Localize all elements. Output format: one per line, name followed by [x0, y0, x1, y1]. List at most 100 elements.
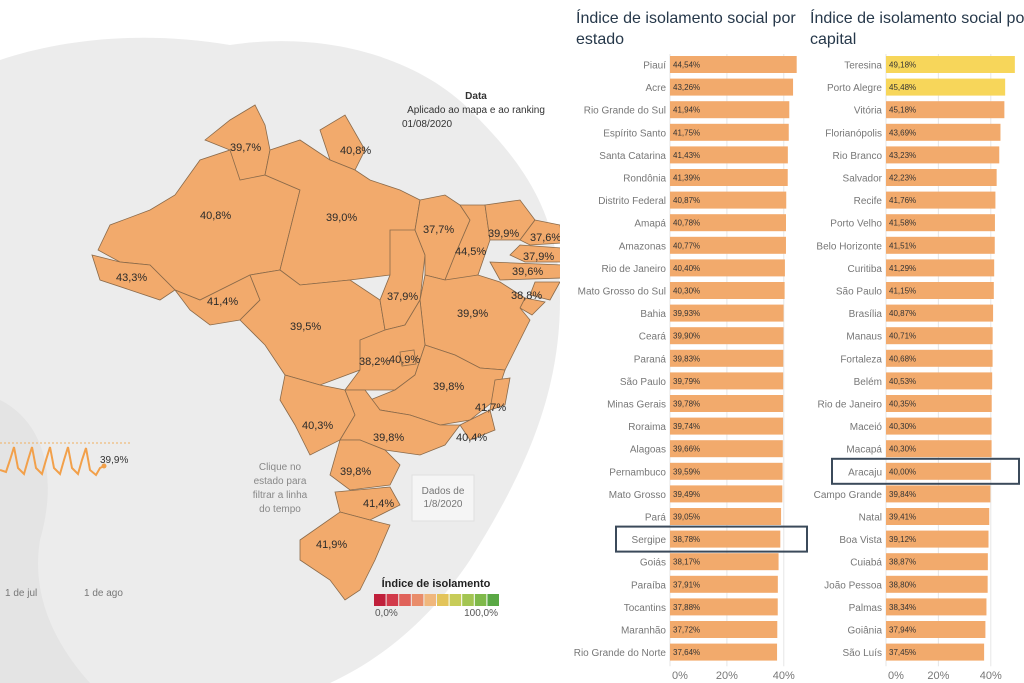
data-label: 37,88% — [673, 603, 700, 612]
state-espirito-santo[interactable] — [489, 377, 511, 411]
category-label: Campo Grande — [814, 490, 883, 501]
data-note-line-1: Dados de — [422, 486, 465, 497]
label-rio-grande-do-sul: 41,9% — [316, 539, 347, 551]
category-label: Amazonas — [619, 241, 666, 252]
data-label: 40,77% — [673, 241, 700, 250]
data-label: 40,71% — [889, 332, 916, 341]
data-label: 38,80% — [889, 580, 916, 589]
brazil-map: 39,7% 40,8% 40,8% 39,0% 43,3% 37,7% 39,9… — [0, 37, 560, 683]
state-acre[interactable] — [91, 254, 176, 301]
x-tick-label: 0% — [888, 670, 904, 682]
bar — [670, 259, 785, 277]
category-label: Bahia — [640, 309, 666, 320]
states-group — [91, 104, 560, 601]
state-paraiba[interactable] — [509, 244, 560, 263]
data-label: 39,84% — [889, 490, 916, 499]
legend-swatch — [399, 594, 411, 606]
category-label: Porto Velho — [830, 219, 882, 230]
bar — [886, 236, 995, 254]
data-label: 40,78% — [673, 219, 700, 228]
data-label: 37,91% — [673, 580, 700, 589]
label-amapa: 40,8% — [340, 145, 371, 157]
x-tick-label: 40% — [980, 670, 1002, 682]
label-mato-grosso-do-sul: 40,3% — [302, 420, 333, 432]
bar — [670, 214, 786, 232]
bar — [670, 372, 784, 390]
label-sao-paulo: 39,8% — [373, 432, 404, 444]
bar — [886, 530, 989, 548]
legend-swatch — [462, 594, 474, 606]
category-label: Fortaleza — [840, 354, 882, 365]
bar — [886, 78, 1006, 96]
bar — [670, 146, 788, 164]
state-amapa[interactable] — [319, 114, 366, 171]
click-note-line-1: Clique no — [259, 462, 302, 473]
category-label: João Pessoa — [824, 580, 882, 591]
state-rio-grande-do-sul[interactable] — [299, 511, 391, 601]
data-label: 37,94% — [889, 626, 916, 635]
timeline-endpoint — [101, 463, 107, 469]
state-santa-catarina[interactable] — [334, 486, 401, 521]
legend-swatch — [374, 594, 386, 606]
data-label: 39,93% — [673, 309, 700, 318]
category-label: Rio de Janeiro — [818, 400, 883, 411]
timeline-tick-jul: 1 de jul — [5, 588, 37, 599]
category-label: Pernambuco — [609, 467, 666, 478]
category-label: Rio Grande do Norte — [574, 648, 667, 659]
bar — [670, 56, 797, 73]
bar — [886, 282, 994, 299]
timeline-line — [0, 446, 105, 477]
bar — [670, 440, 783, 458]
date-title: Data — [465, 91, 487, 102]
chart-svg-capitals: 0% 20% 40% Teresina 49,18% Porto Alegre 45,48%… — [814, 54, 1020, 682]
category-label: Ceará — [639, 332, 667, 343]
bar — [886, 327, 993, 345]
bar — [670, 236, 786, 254]
bar — [886, 621, 986, 638]
data-label: 37,64% — [673, 648, 700, 657]
category-label: Amapá — [634, 219, 666, 230]
category-label: Sergipe — [632, 535, 667, 546]
bar — [886, 304, 994, 322]
category-label: Mato Grosso do Sul — [578, 287, 666, 298]
click-note-line-4: do tempo — [259, 504, 301, 515]
data-label: 40,30% — [889, 445, 916, 454]
state-rio-grande-do-norte[interactable] — [519, 219, 560, 246]
category-label: Natal — [859, 513, 882, 524]
state-parana[interactable] — [329, 439, 401, 491]
category-label: Acre — [645, 83, 666, 94]
data-label: 39,90% — [673, 332, 700, 341]
state-pernambuco[interactable] — [489, 261, 560, 281]
data-label: 39,79% — [673, 377, 700, 386]
state-rio-de-janeiro[interactable] — [459, 409, 496, 441]
category-label: Paraná — [634, 354, 667, 365]
category-label: Brasília — [849, 309, 883, 320]
data-label: 39,59% — [673, 467, 700, 476]
bar — [670, 643, 778, 661]
click-note-line-2: estado para — [254, 476, 307, 487]
timeline[interactable]: 39,9% 1 de jul 1 de ago — [0, 442, 130, 599]
data-label: 40,87% — [673, 196, 700, 205]
state-alagoas[interactable] — [529, 281, 560, 301]
data-label: 40,35% — [889, 400, 916, 409]
label-santa-catarina: 41,4% — [363, 498, 394, 510]
label-roraima: 39,7% — [230, 142, 261, 154]
chart-by-state: Índice de isolamento social por estado 0… — [572, 0, 812, 683]
legend-swatches — [374, 594, 499, 606]
bar — [670, 395, 784, 412]
label-distrito-federal: 40,9% — [389, 354, 420, 366]
legend-swatch — [386, 594, 399, 606]
bar — [886, 553, 988, 571]
bar — [670, 598, 778, 616]
data-label: 41,15% — [889, 287, 916, 296]
date-subtitle: Aplicado ao mapa e ao ranking — [407, 105, 545, 116]
date-filter[interactable]: Data Aplicado ao mapa e ao ranking 01/08… — [402, 91, 545, 130]
data-label: 41,76% — [889, 196, 916, 205]
bar — [670, 575, 778, 593]
highlight-box — [831, 457, 1020, 485]
x-tick-label: 0% — [672, 670, 688, 682]
state-distrito-federal[interactable] — [399, 349, 417, 367]
bar — [886, 146, 1000, 164]
data-label: 39,83% — [673, 354, 700, 363]
legend-title: Índice de isolamento — [382, 577, 491, 590]
